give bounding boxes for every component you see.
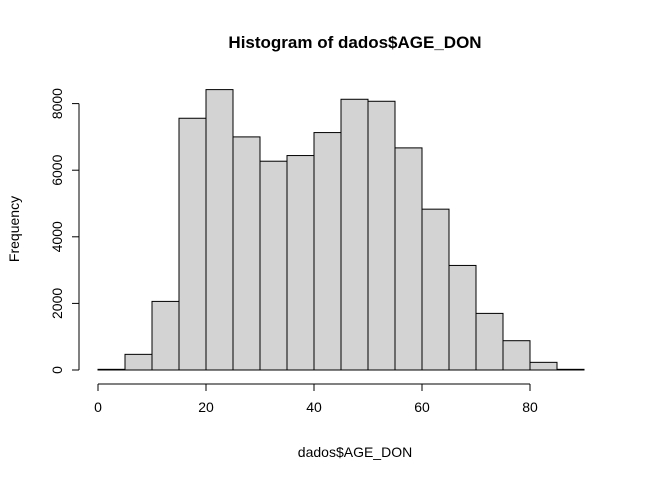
histogram-bar bbox=[178, 117, 207, 371]
x-axis: 0 20 40 60 80 bbox=[94, 383, 538, 415]
histogram-bar bbox=[367, 100, 396, 371]
x-tick-label: 20 bbox=[198, 399, 214, 415]
y-tick-label: 0 bbox=[49, 366, 65, 374]
bars-group bbox=[97, 89, 585, 371]
y-tick-label: 4000 bbox=[49, 221, 65, 252]
histogram-bar bbox=[151, 300, 180, 371]
histogram-bar bbox=[205, 89, 234, 371]
y-tick-label: 8000 bbox=[49, 88, 65, 119]
x-tick-label: 60 bbox=[414, 399, 430, 415]
y-axis: 0 2000 4000 6000 8000 bbox=[49, 88, 80, 374]
histogram-bar bbox=[421, 208, 450, 371]
x-tick-label: 0 bbox=[94, 399, 102, 415]
x-tick-label: 80 bbox=[522, 399, 538, 415]
histogram-bar bbox=[556, 368, 585, 371]
histogram-bar bbox=[340, 98, 369, 371]
histogram-bar bbox=[394, 147, 423, 371]
histogram-bar bbox=[448, 264, 477, 371]
histogram-bar bbox=[286, 155, 315, 371]
histogram-bar bbox=[97, 368, 126, 371]
histogram-bar bbox=[259, 160, 288, 371]
x-axis-label: dados$AGE_DON bbox=[298, 444, 412, 460]
chart-title: Histogram of dados$AGE_DON bbox=[228, 33, 481, 52]
x-tick-label: 40 bbox=[306, 399, 322, 415]
y-tick-label: 2000 bbox=[49, 288, 65, 319]
y-tick-label: 6000 bbox=[49, 154, 65, 185]
histogram-bar bbox=[232, 136, 261, 371]
histogram-bar bbox=[475, 312, 504, 371]
histogram-bar bbox=[529, 361, 558, 371]
histogram-bar bbox=[124, 353, 153, 371]
histogram-bar bbox=[502, 340, 531, 371]
histogram-bar bbox=[313, 132, 342, 371]
y-axis-label: Frequency bbox=[6, 196, 22, 262]
